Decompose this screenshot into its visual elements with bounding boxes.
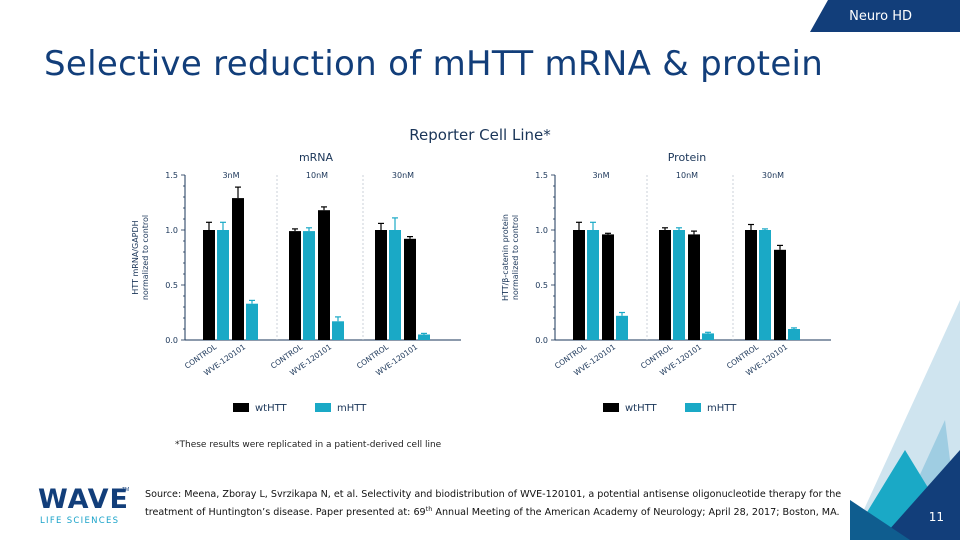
bar-mHTT bbox=[616, 315, 628, 340]
legend-label: mHTT bbox=[337, 403, 367, 414]
y-axis-label: HTT/β-catenin protein bbox=[501, 214, 510, 301]
section-tag: Neuro HD bbox=[810, 0, 960, 32]
legend-label: mHTT bbox=[707, 403, 737, 414]
source-line-2a: treatment of Huntington’s disease. Paper… bbox=[145, 507, 426, 519]
page-title: Selective reduction of mHTT mRNA & prote… bbox=[44, 44, 824, 84]
logo-subtitle: LIFE SCIENCES bbox=[40, 516, 120, 526]
bar-mHTT bbox=[418, 334, 430, 340]
y-tick-label: 1.0 bbox=[165, 226, 178, 235]
y-tick-label: 1.5 bbox=[165, 171, 178, 180]
bar-mHTT bbox=[673, 230, 685, 340]
y-axis-label: HTT mRNA/GAPDH bbox=[131, 220, 140, 294]
bar-wtHTT bbox=[745, 230, 757, 340]
bar-wtHTT bbox=[232, 198, 244, 340]
bar-wtHTT bbox=[573, 230, 585, 340]
corner-decoration bbox=[850, 300, 960, 540]
group-label: 3nM bbox=[222, 171, 239, 180]
source-line-1: Source: Meena, Zboray L, Svrzikapa N, et… bbox=[145, 489, 842, 500]
bar-mHTT bbox=[759, 230, 771, 340]
bar-wtHTT bbox=[404, 238, 416, 340]
chart-title: mRNA bbox=[299, 151, 334, 164]
bar-wtHTT bbox=[375, 230, 387, 340]
bar-wtHTT bbox=[774, 249, 786, 340]
bar-wtHTT bbox=[318, 210, 330, 340]
bar-mHTT bbox=[217, 230, 229, 340]
group-label: 30nM bbox=[762, 171, 784, 180]
chart-subtitle: Reporter Cell Line* bbox=[409, 126, 551, 144]
page-number: 11 bbox=[928, 510, 944, 524]
footnote: *These results were replicated in a pati… bbox=[175, 440, 442, 450]
group-label: 10nM bbox=[306, 171, 328, 180]
chart-title: Protein bbox=[668, 151, 707, 164]
bar-mHTT bbox=[702, 333, 714, 340]
legend-swatch-mHTT bbox=[685, 403, 701, 412]
legend-label: wtHTT bbox=[625, 403, 658, 414]
bar-wtHTT bbox=[602, 234, 614, 340]
y-tick-label: 0.0 bbox=[165, 336, 178, 345]
bar-mHTT bbox=[389, 230, 401, 340]
logo-wordmark: WAVE bbox=[38, 484, 129, 515]
section-tag-label: Neuro HD bbox=[849, 9, 912, 24]
bar-mHTT bbox=[788, 329, 800, 340]
y-tick-label: 0.5 bbox=[535, 281, 548, 290]
bar-wtHTT bbox=[688, 234, 700, 340]
legend-swatch-wtHTT bbox=[603, 403, 619, 412]
y-tick-label: 1.5 bbox=[535, 171, 548, 180]
bar-wtHTT bbox=[659, 230, 671, 340]
y-tick-label: 1.0 bbox=[535, 226, 548, 235]
group-label: 10nM bbox=[676, 171, 698, 180]
legend-swatch-wtHTT bbox=[233, 403, 249, 412]
y-tick-label: 0.5 bbox=[165, 281, 178, 290]
legend-swatch-mHTT bbox=[315, 403, 331, 412]
bar-wtHTT bbox=[203, 230, 215, 340]
logo-tm: TM bbox=[122, 487, 130, 493]
company-logo: WAVE TM LIFE SCIENCES bbox=[38, 484, 130, 528]
bar-wtHTT bbox=[289, 231, 301, 340]
bar-mHTT bbox=[587, 230, 599, 340]
source-line-2b: Annual Meeting of the American Academy o… bbox=[432, 507, 840, 519]
source-citation: Source: Meena, Zboray L, Svrzikapa N, et… bbox=[145, 488, 845, 520]
source-sup: th bbox=[425, 505, 433, 513]
legend-label: wtHTT bbox=[255, 403, 288, 414]
group-label: 30nM bbox=[392, 171, 414, 180]
bar-mHTT bbox=[303, 231, 315, 340]
section-tag-shape bbox=[810, 0, 960, 32]
y-axis-label: normalized to control bbox=[141, 215, 150, 300]
group-label: 3nM bbox=[592, 171, 609, 180]
y-axis-label: normalized to control bbox=[511, 215, 520, 300]
bar-mHTT bbox=[332, 321, 344, 340]
y-tick-label: 0.0 bbox=[535, 336, 548, 345]
bar-mHTT bbox=[246, 303, 258, 340]
